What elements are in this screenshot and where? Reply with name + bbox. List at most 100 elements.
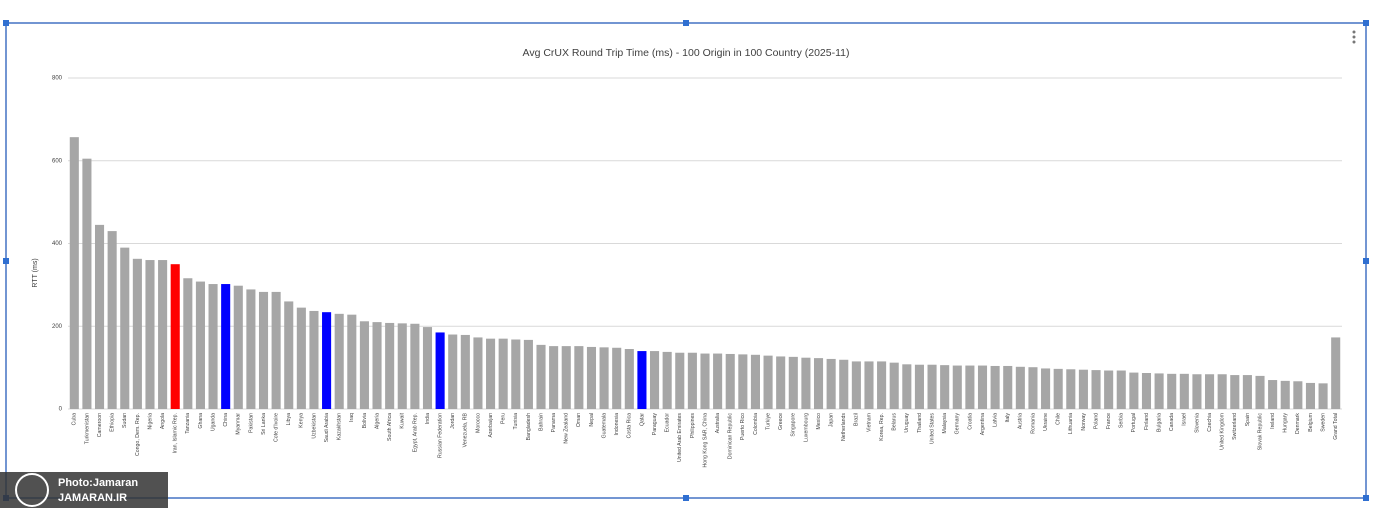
bar	[183, 278, 193, 409]
bar	[927, 364, 937, 409]
x-tick-label: Netherlands	[841, 413, 847, 441]
x-tick-label: United States	[929, 413, 935, 445]
x-tick-label: Sweden	[1320, 413, 1326, 432]
x-tick-label: Angola	[160, 413, 166, 429]
x-tick-label: Finland	[1144, 413, 1150, 430]
bar	[549, 346, 559, 409]
bar	[158, 260, 168, 409]
x-tick-label: United Kingdom	[1220, 413, 1226, 450]
x-tick-label: Congo, Dem. Rep.	[135, 413, 141, 456]
x-tick-label: Puerto Rico	[740, 413, 746, 440]
x-tick-label: Denmark	[1295, 413, 1301, 434]
x-tick-label: Iran, Islamic Rep.	[173, 413, 179, 453]
bar	[1205, 374, 1215, 409]
x-tick-label: Philippines	[690, 413, 696, 438]
bar	[309, 310, 319, 409]
bar	[1154, 373, 1164, 409]
bar	[1091, 370, 1101, 409]
x-tick-label: Uruguay	[904, 413, 910, 433]
x-tick-label: Austria	[1018, 413, 1024, 429]
x-tick-label: Romania	[1030, 413, 1036, 434]
x-tick-label: Cameroon	[97, 413, 103, 437]
bar	[599, 347, 609, 409]
x-tick-label: Jordan	[450, 413, 456, 429]
bar	[372, 322, 382, 409]
x-tick-label: Paraguay	[652, 413, 658, 436]
bar	[473, 337, 483, 409]
bar	[637, 351, 647, 409]
bar	[208, 284, 218, 409]
bar	[940, 365, 950, 409]
x-tick-label: Uganda	[210, 413, 216, 431]
x-tick-label: Ethiopia	[110, 413, 116, 432]
bar	[246, 289, 256, 409]
bar	[574, 346, 584, 409]
x-tick-label: Chile	[1056, 413, 1062, 425]
x-tick-label: Iraq	[349, 413, 355, 422]
bar	[725, 353, 735, 409]
x-tick-label: Spain	[1245, 413, 1251, 426]
bar	[1078, 369, 1088, 409]
menu-button[interactable]	[1352, 30, 1356, 44]
bar	[334, 313, 344, 409]
x-tick-label: Poland	[1093, 413, 1099, 429]
bar	[1242, 375, 1252, 409]
x-tick-label: China	[223, 413, 229, 427]
bar	[889, 362, 899, 409]
y-tick-label: 600	[52, 158, 63, 164]
x-tick-label: Sri Lanka	[261, 413, 267, 435]
bar	[612, 347, 622, 409]
bar	[322, 312, 332, 409]
bar	[359, 321, 369, 409]
bar	[1179, 373, 1189, 409]
x-tick-label: Dominican Republic	[728, 413, 734, 460]
x-tick-label: Japan	[829, 413, 835, 427]
bar	[1305, 382, 1316, 409]
bar	[1255, 375, 1265, 409]
bar	[385, 322, 395, 409]
bar	[1129, 372, 1139, 409]
x-tick-label: Argentina	[980, 413, 986, 435]
watermark-text: Photo:Jamaran	[58, 477, 138, 489]
x-tick-label: Singapore	[791, 413, 797, 437]
plot-area: 0 200 400 600 800 Cuba Turkmenistan Cameroon Eth…	[52, 76, 1342, 468]
x-tick-label: Luxembourg	[803, 413, 809, 442]
bar	[69, 137, 79, 409]
bar	[1015, 366, 1025, 409]
bar	[1293, 381, 1303, 409]
resize-handles[interactable]	[3, 20, 1369, 501]
bar	[662, 351, 672, 409]
x-tick-label: Bahrain	[538, 413, 544, 431]
bar	[1141, 373, 1152, 409]
x-tick-label: Italy	[1005, 413, 1011, 423]
x-tick-label: Costa Rica	[627, 413, 633, 438]
x-tick-label: India	[425, 413, 431, 424]
x-tick-label: Guatemala	[601, 413, 607, 438]
x-tick-label: Greece	[778, 413, 784, 430]
bar	[498, 338, 508, 409]
bar	[877, 361, 887, 409]
x-tick-label: Qatar	[639, 413, 645, 426]
x-tick-label: Egypt, Arab Rep.	[412, 413, 418, 452]
bar	[650, 351, 660, 409]
x-tick-label: Portugal	[1131, 413, 1137, 432]
bar	[813, 358, 824, 409]
x-tick-label: Serbia	[1119, 413, 1125, 428]
bar	[435, 332, 445, 409]
bar	[1053, 368, 1063, 409]
x-tick-label: Vietnam	[866, 413, 872, 432]
bar	[750, 354, 760, 409]
x-tick-label: Panama	[551, 413, 557, 432]
bar	[195, 281, 205, 409]
x-tick-label: Algeria	[374, 413, 380, 429]
x-tick-label: Bangladesh	[526, 413, 532, 441]
bar	[763, 355, 773, 409]
x-tick-label: Ecuador	[665, 413, 671, 433]
bar	[536, 344, 546, 409]
x-tick-label: Morocco	[475, 413, 481, 433]
bar	[675, 352, 685, 409]
x-tick-label: Colombia	[753, 413, 759, 435]
bar	[864, 361, 874, 409]
bar	[486, 338, 496, 409]
x-tick-label: Turkmenistan	[84, 413, 90, 444]
